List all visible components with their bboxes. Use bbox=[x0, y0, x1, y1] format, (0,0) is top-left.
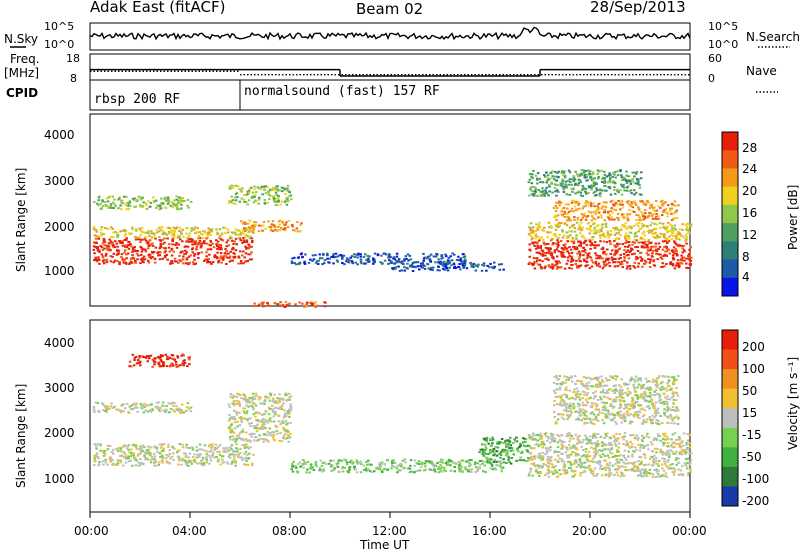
power-colorbar-cell-5 bbox=[722, 223, 738, 242]
vel-panel-frame bbox=[89, 319, 691, 513]
power-band-11 bbox=[527, 169, 643, 198]
power-cb-tick-5: 8 bbox=[742, 250, 750, 264]
velocity-band-5 bbox=[527, 432, 693, 478]
cpid-panel-frame bbox=[89, 79, 691, 111]
power-band-10 bbox=[552, 199, 680, 222]
velocity-cb-tick-0: 200 bbox=[742, 340, 765, 354]
cpid-segment-1: rbsp 200 RF bbox=[94, 92, 181, 107]
xtick-6: 00:00 bbox=[672, 524, 707, 538]
nave-tick-top: 60 bbox=[708, 52, 722, 65]
velocity-band-0 bbox=[93, 443, 255, 467]
noise-panel-frame bbox=[89, 22, 691, 51]
velocity-colorbar-frame bbox=[721, 329, 739, 507]
noise-right-tick-top: 10^5 bbox=[708, 20, 739, 33]
noise-right-tick-bottom: 10^0 bbox=[708, 38, 739, 51]
xtick-0: 00:00 bbox=[74, 524, 109, 538]
xtick-3: 12:00 bbox=[372, 524, 407, 538]
velocity-cb-tick-7: -200 bbox=[742, 494, 770, 508]
power-cb-tick-2: 20 bbox=[742, 184, 758, 198]
velocity-band-3 bbox=[290, 458, 505, 474]
power-ylabel: Slant Range [km] bbox=[14, 167, 28, 272]
velocity-band-7 bbox=[128, 353, 191, 368]
velocity-cb-tick-3: 15 bbox=[742, 406, 758, 420]
date-label: 28/Sep/2013 bbox=[590, 0, 686, 16]
power-cb-tick-3: 16 bbox=[742, 206, 758, 220]
noise-trace bbox=[89, 26, 691, 41]
power-colorbar-label: Power [dB] bbox=[786, 184, 800, 250]
power-cb-tick-6: 4 bbox=[742, 270, 750, 284]
power-panel-frame bbox=[89, 113, 691, 307]
velocity-colorbar-cell-7 bbox=[722, 466, 738, 487]
velocity-ytick-4000: 4000 bbox=[44, 336, 75, 350]
velocity-band-1 bbox=[92, 401, 193, 414]
power-colorbar-cell-0 bbox=[722, 132, 738, 151]
velocity-ytick-2000: 2000 bbox=[44, 426, 75, 440]
power-colorbar-cell-1 bbox=[722, 150, 738, 169]
power-band-2 bbox=[93, 195, 193, 211]
freq-tick-bottom: 8 bbox=[70, 72, 77, 85]
velocity-cb-tick-4: -15 bbox=[742, 428, 762, 442]
velocity-band-4 bbox=[478, 436, 530, 465]
velocity-colorbar-cell-4 bbox=[722, 408, 738, 429]
power-colorbar-cell-7 bbox=[722, 259, 738, 279]
velocity-cb-tick-1: 100 bbox=[742, 362, 765, 376]
velocity-band-6 bbox=[552, 375, 680, 426]
power-band-3 bbox=[227, 184, 293, 206]
xtick-2: 08:00 bbox=[272, 524, 307, 538]
power-band-9 bbox=[527, 221, 693, 242]
nave-tick-bottom: 0 bbox=[708, 72, 715, 85]
velocity-cb-tick-2: 50 bbox=[742, 384, 758, 398]
plot-title: Adak East (fitACF) bbox=[90, 0, 226, 16]
noise-left-tick-top: 10^5 bbox=[44, 20, 75, 33]
power-cb-tick-1: 24 bbox=[742, 162, 758, 176]
velocity-colorbar-cell-5 bbox=[722, 427, 738, 448]
freq-tick-top: 18 bbox=[66, 52, 80, 65]
power-cb-tick-0: 28 bbox=[742, 141, 758, 155]
beam-label: Beam 02 bbox=[356, 0, 424, 18]
freq-unit-label: [MHz] bbox=[4, 66, 40, 80]
velocity-colorbar-label: Velocity [m s⁻¹] bbox=[786, 356, 800, 450]
noise-left-tick-bottom: 10^0 bbox=[44, 38, 75, 51]
cpid-label: CPID bbox=[6, 86, 39, 100]
noise-search-label: N.Search bbox=[746, 30, 800, 44]
velocity-colorbar-cell-6 bbox=[722, 447, 738, 468]
power-colorbar-frame bbox=[721, 131, 739, 297]
power-colorbar-cell-8 bbox=[722, 277, 738, 297]
power-ytick-4000: 4000 bbox=[44, 128, 75, 142]
power-ytick-2000: 2000 bbox=[44, 220, 75, 234]
power-colorbar-cell-2 bbox=[722, 168, 738, 188]
power-band-7 bbox=[253, 300, 327, 308]
velocity-colorbar-cell-3 bbox=[722, 388, 738, 409]
xtick-5: 20:00 bbox=[572, 524, 607, 538]
velocity-colorbar-cell-0 bbox=[722, 330, 738, 351]
velocity-colorbar-cell-8 bbox=[722, 486, 738, 507]
velocity-colorbar-cell-2 bbox=[722, 369, 738, 390]
velocity-ylabel: Slant Range [km] bbox=[14, 383, 28, 488]
power-colorbar-cell-3 bbox=[722, 186, 738, 206]
xtick-4: 16:00 bbox=[472, 524, 507, 538]
velocity-ytick-3000: 3000 bbox=[44, 381, 75, 395]
power-band-6 bbox=[391, 261, 505, 272]
power-colorbar-cell-4 bbox=[722, 204, 738, 224]
power-band-4 bbox=[240, 219, 303, 233]
xtick-1: 04:00 bbox=[172, 524, 207, 538]
velocity-colorbar-cell-1 bbox=[722, 349, 738, 370]
power-band-0 bbox=[92, 237, 254, 266]
velocity-cb-tick-5: -50 bbox=[742, 450, 762, 464]
power-band-8 bbox=[527, 239, 693, 270]
power-band-1 bbox=[92, 226, 255, 239]
velocity-cb-tick-6: -100 bbox=[742, 472, 770, 486]
power-cb-tick-4: 12 bbox=[742, 228, 758, 242]
x-axis-label: Time UT bbox=[360, 538, 410, 552]
power-colorbar-cell-6 bbox=[722, 241, 738, 261]
velocity-ytick-1000: 1000 bbox=[44, 472, 75, 486]
noise-sky-label: N.Sky bbox=[4, 32, 39, 46]
freq-label: Freq. bbox=[10, 52, 40, 66]
power-ytick-3000: 3000 bbox=[44, 174, 75, 188]
velocity-band-2 bbox=[227, 392, 293, 443]
cpid-segment-2: normalsound (fast) 157 RF bbox=[244, 84, 440, 99]
power-ytick-1000: 1000 bbox=[44, 264, 75, 278]
nave-label: Nave bbox=[746, 64, 777, 78]
